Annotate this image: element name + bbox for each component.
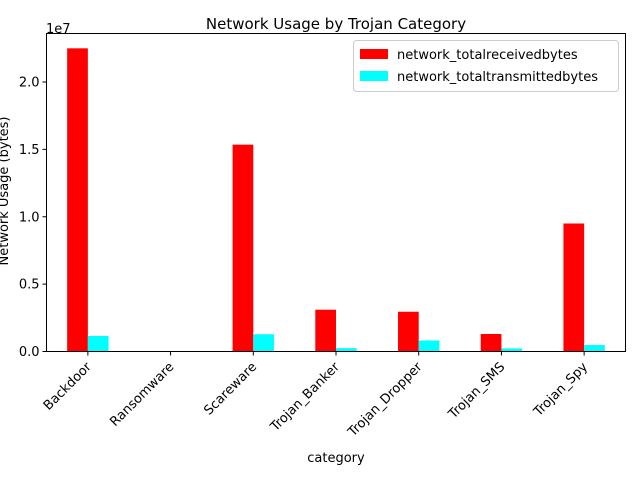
bar-transmitted-trojan_sms bbox=[501, 348, 523, 352]
legend-swatch-received bbox=[360, 49, 388, 59]
legend-label-transmitted: network_totaltransmittedbytes bbox=[397, 70, 598, 85]
bar-received-trojan_banker bbox=[315, 309, 336, 352]
bars-group bbox=[67, 48, 605, 352]
legend-box bbox=[353, 40, 619, 92]
y-axis-label: Network Usage (bytes) bbox=[0, 116, 12, 265]
x-tick-label-ransomware: Ransomware bbox=[107, 360, 177, 430]
x-tick-label-trojan_spy: Trojan_Spy bbox=[530, 360, 591, 421]
y-offset-text: 1e7 bbox=[46, 22, 71, 37]
bar-received-trojan_spy bbox=[563, 223, 585, 352]
bar-transmitted-trojan_spy bbox=[584, 345, 605, 352]
plot-frame bbox=[46, 33, 626, 352]
x-ticks-group: Backdoor Ransomware Scareware Trojan_Banker… bbox=[41, 351, 591, 440]
bar-received-backdoor bbox=[67, 48, 88, 352]
y-tick-label: 1.5 bbox=[19, 143, 40, 158]
bar-transmitted-trojan_banker bbox=[336, 348, 357, 352]
x-tick-label-trojan_dropper: Trojan_Dropper bbox=[345, 359, 426, 440]
x-axis-label: category bbox=[307, 451, 365, 466]
x-tick-label-backdoor: Backdoor bbox=[41, 359, 95, 413]
legend: network_totalreceivedbytes network_total… bbox=[353, 40, 619, 92]
bar-received-trojan_dropper bbox=[398, 311, 419, 352]
y-tick-label: 2.0 bbox=[19, 76, 40, 91]
bar-received-trojan_sms bbox=[480, 333, 502, 352]
x-tick-label-trojan_banker: Trojan_Banker bbox=[267, 359, 343, 435]
bar-transmitted-backdoor bbox=[87, 336, 109, 352]
y-tick-label: 0.0 bbox=[19, 345, 40, 360]
y-ticks-group: 0.0 0.5 1.0 1.5 2.0 bbox=[19, 76, 47, 360]
bar-transmitted-trojan_dropper bbox=[418, 340, 440, 352]
bar-transmitted-scareware bbox=[253, 334, 274, 352]
x-tick-label-scareware: Scareware bbox=[201, 360, 260, 419]
bar-received-scareware bbox=[232, 144, 254, 352]
chart-title: Network Usage by Trojan Category bbox=[206, 15, 466, 33]
legend-label-received: network_totalreceivedbytes bbox=[397, 48, 578, 63]
legend-swatch-transmitted bbox=[360, 71, 388, 81]
y-tick-label: 0.5 bbox=[19, 278, 40, 293]
y-tick-label: 1.0 bbox=[19, 210, 40, 225]
x-tick-label-trojan_sms: Trojan_SMS bbox=[445, 360, 508, 423]
